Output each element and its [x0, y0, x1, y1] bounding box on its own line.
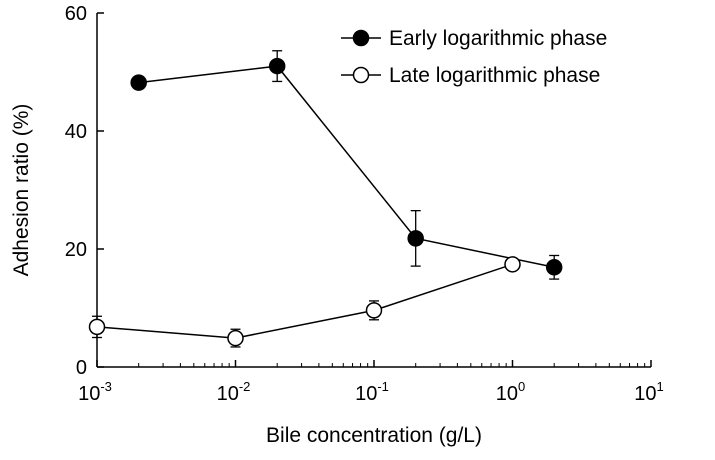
x-tick-base: 10: [496, 383, 518, 405]
y-axis-title: Adhesion ratio (%): [10, 104, 33, 277]
y-tick-label: 0: [76, 357, 87, 379]
data-point: [268, 57, 286, 75]
plot-area: [88, 50, 563, 348]
data-point: [130, 74, 147, 91]
x-tick-exponent: -3: [100, 379, 112, 394]
x-tick-exponent: 1: [657, 379, 664, 394]
x-tick-base: 10: [355, 383, 377, 405]
x-tick-label: 100: [496, 379, 525, 405]
x-tick-label: 10-2: [217, 379, 251, 405]
legend-item: Early logarithmic phase: [341, 27, 607, 50]
legend-label: Early logarithmic phase: [389, 27, 607, 50]
legend-item: Late logarithmic phase: [341, 64, 600, 87]
x-tick-label: 10-1: [355, 379, 389, 405]
x-tick-base: 10: [634, 383, 656, 405]
series-1: [130, 50, 563, 280]
x-tick-label: 101: [634, 379, 663, 405]
x-tick-label: 10-3: [78, 379, 112, 405]
y-axis-ticks: 0 20 40 60: [65, 3, 104, 379]
y-tick-label: 60: [65, 3, 87, 25]
x-axis-title: Bile concentration (g/L): [266, 424, 482, 447]
x-axis-ticks: 10-3 10-2 10-1 100 101: [78, 360, 664, 405]
data-point: [407, 230, 424, 247]
data-point: [365, 302, 383, 319]
legend-label: Late logarithmic phase: [389, 64, 600, 87]
y-tick-label: 20: [65, 239, 87, 261]
series-line: [138, 65, 555, 269]
x-tick-exponent: -1: [377, 379, 389, 394]
y-tick-label: 40: [65, 121, 87, 143]
legend-marker: [352, 66, 370, 84]
legend-marker: [352, 29, 370, 47]
x-tick-base: 10: [78, 383, 100, 405]
series-2: [88, 256, 521, 348]
series-line: [96, 263, 513, 339]
x-tick-exponent: -2: [239, 379, 251, 394]
legend: Early logarithmic phase Late logarithmic …: [341, 27, 607, 87]
x-tick-base: 10: [217, 383, 239, 405]
data-point: [227, 329, 244, 347]
x-tick-exponent: 0: [518, 379, 525, 394]
data-point: [88, 318, 106, 336]
data-point: [504, 256, 521, 273]
data-point: [545, 259, 563, 276]
